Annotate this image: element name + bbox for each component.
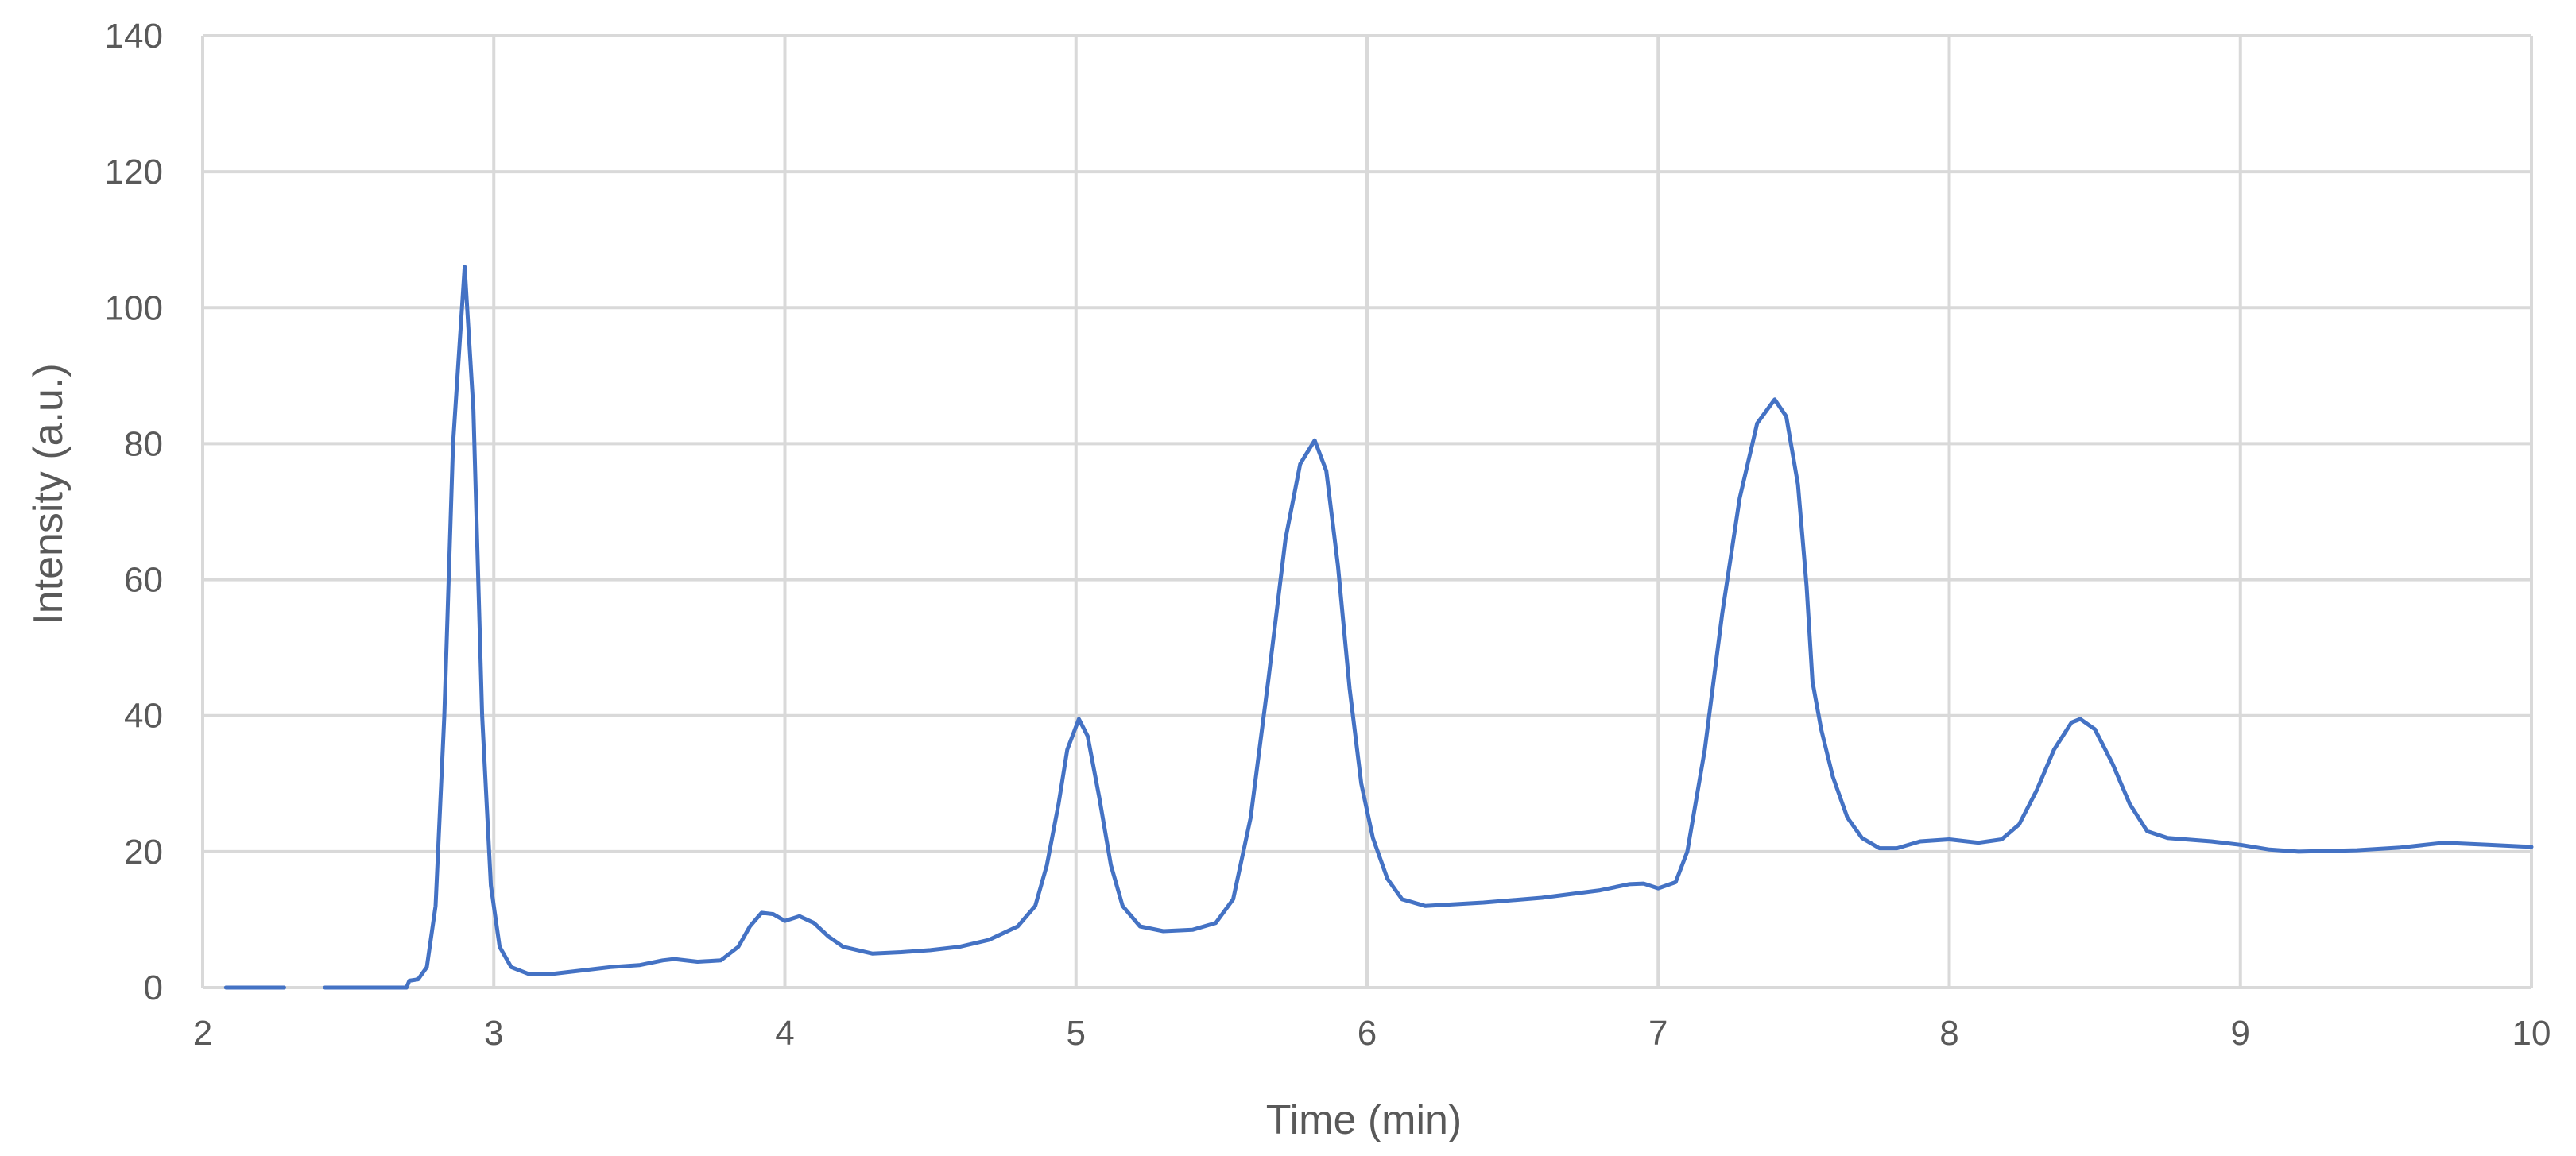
x-tick-label: 9: [2231, 1014, 2250, 1053]
series-layer: [223, 265, 2534, 990]
vertical-gridlines: [201, 36, 2533, 988]
y-tick-label: 100: [105, 288, 163, 327]
x-tick-label: 2: [193, 1014, 212, 1053]
x-tick-label: 8: [1939, 1014, 1958, 1053]
horizontal-gridlines: [203, 34, 2531, 989]
x-tick-label: 5: [1067, 1014, 1086, 1053]
y-tick-label: 140: [105, 17, 163, 56]
y-axis-title: Intensity (a.u.): [25, 363, 72, 624]
y-tick-label: 120: [105, 153, 163, 191]
y-tick-labels: 0 20 40 60 80 100 120 140: [105, 17, 163, 1007]
x-tick-label: 4: [775, 1014, 794, 1053]
y-tick-label: 80: [124, 424, 163, 463]
x-axis-title: Time (min): [1266, 1097, 1462, 1143]
y-tick-label: 20: [124, 833, 163, 872]
x-tick-label: 7: [1648, 1014, 1668, 1053]
y-tick-label: 0: [144, 968, 163, 1007]
y-tick-label: 60: [124, 561, 163, 600]
x-tick-label: 10: [2512, 1014, 2551, 1053]
series-line-segment: [323, 265, 2534, 990]
x-tick-label: 6: [1358, 1014, 1377, 1053]
y-tick-label: 40: [124, 697, 163, 736]
x-tick-label: 3: [484, 1014, 503, 1053]
x-tick-labels: 2 3 4 5 6 7 8 9 10: [193, 1014, 2551, 1053]
